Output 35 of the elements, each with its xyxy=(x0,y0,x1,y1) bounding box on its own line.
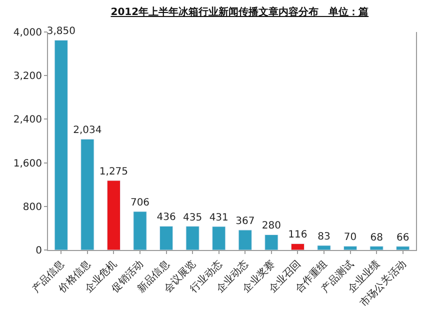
data-label: 66 xyxy=(396,232,410,244)
bar xyxy=(80,138,94,250)
data-label: 436 xyxy=(156,212,176,224)
bar xyxy=(290,243,305,250)
y-tick-label: 1,600 xyxy=(13,158,42,170)
bar xyxy=(106,180,121,250)
data-label: 435 xyxy=(183,212,202,224)
bar xyxy=(212,226,226,250)
bar xyxy=(133,211,147,250)
data-label: 68 xyxy=(370,232,383,244)
y-tick-label: 2,400 xyxy=(13,114,42,126)
bar xyxy=(54,40,68,250)
data-label: 280 xyxy=(262,220,281,232)
data-label: 2,034 xyxy=(73,125,102,136)
data-label: 70 xyxy=(344,232,357,244)
bar xyxy=(396,246,410,250)
chart-title: 2012年上半年冰箱行业新闻传播文章内容分布 单位：篇 xyxy=(110,6,369,18)
data-label: 3,850 xyxy=(46,26,76,38)
bar xyxy=(370,246,384,250)
data-label: 83 xyxy=(318,231,330,242)
bar xyxy=(159,226,174,250)
y-tick-label: 3,200 xyxy=(13,71,42,82)
bar xyxy=(186,226,200,250)
y-tick-label: 800 xyxy=(22,202,42,213)
data-label: 367 xyxy=(236,216,255,227)
bar xyxy=(238,230,252,250)
data-label: 116 xyxy=(288,230,308,241)
y-tick-label: 4,000 xyxy=(13,28,42,38)
data-label: 1,275 xyxy=(99,166,128,178)
bar xyxy=(343,246,358,250)
data-label: 706 xyxy=(130,198,150,209)
data-label: 431 xyxy=(209,212,228,224)
y-tick-label: 0 xyxy=(36,246,42,256)
bar xyxy=(317,245,331,250)
bar xyxy=(264,234,278,250)
